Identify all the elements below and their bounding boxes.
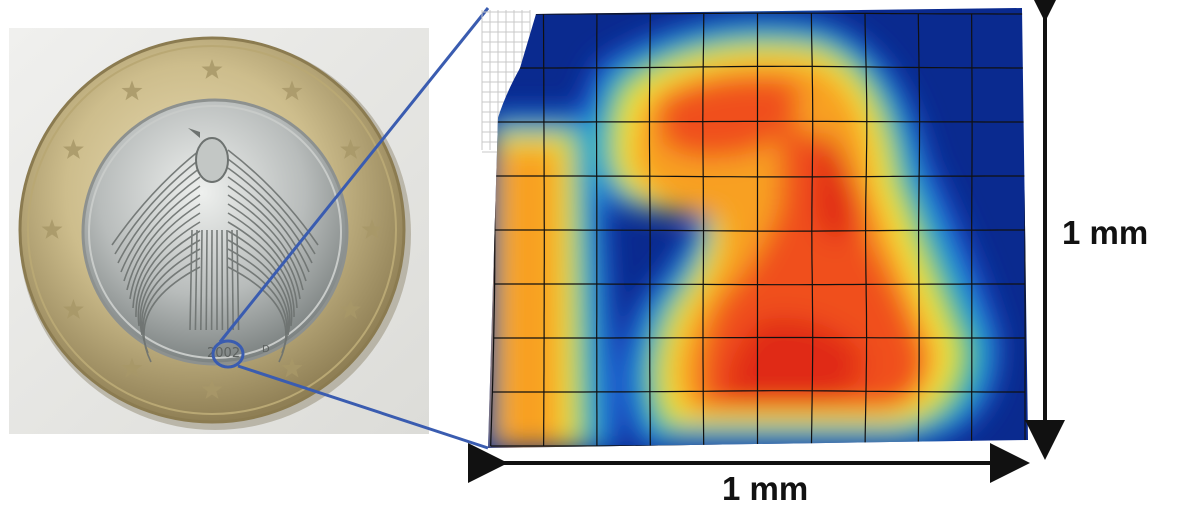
coin-star-icon	[340, 299, 361, 319]
coin-star-icon	[41, 219, 63, 239]
coin-star-icon	[201, 379, 223, 399]
coin-star-icon	[201, 59, 223, 79]
width-label: 1 mm	[722, 470, 809, 507]
coin-star-icon	[340, 139, 361, 159]
coin-star-icon	[63, 299, 84, 319]
scale-arrows	[468, 0, 1065, 483]
coin-star-icon	[63, 139, 84, 159]
height-label: 1 mm	[1062, 214, 1149, 251]
magnified-region-indicator	[211, 7, 490, 450]
coin-star-icon	[121, 357, 143, 378]
coin-star-icon	[361, 219, 383, 239]
coin-mint-text: D	[262, 344, 270, 355]
surface-heatmap	[481, 8, 1028, 448]
coin-photo: 2002 D	[9, 28, 429, 434]
coin-star-icon	[281, 357, 303, 378]
coin-star-icon	[121, 80, 143, 101]
coin-star-icon	[281, 80, 303, 101]
